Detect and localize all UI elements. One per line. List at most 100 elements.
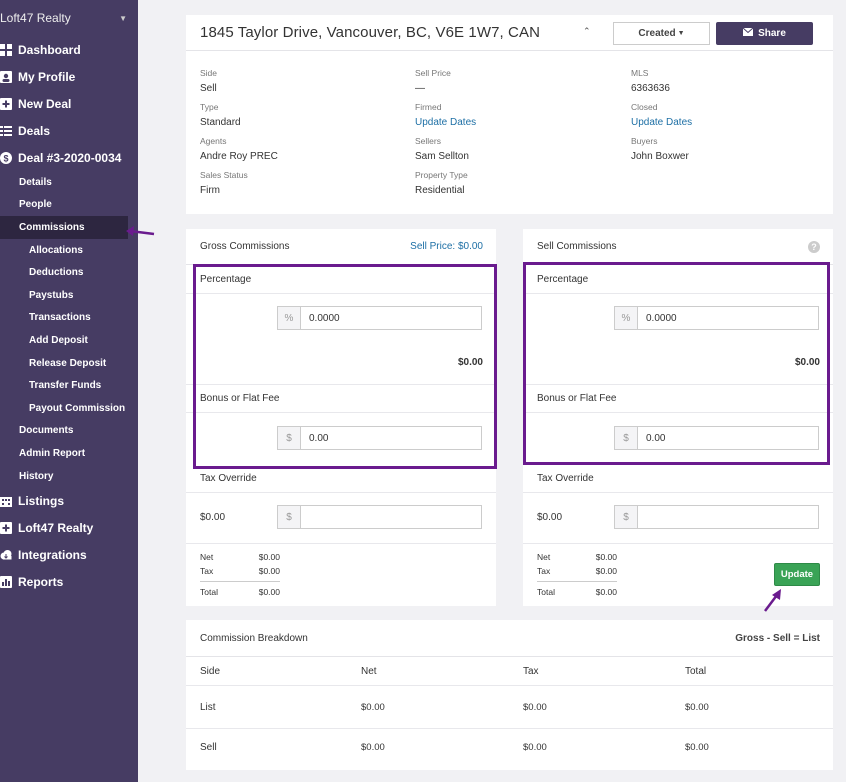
nav-transactions[interactable]: Transactions [29, 312, 91, 324]
sidebar: Loft47 Realty ▼ Dashboard My Profile New… [0, 0, 138, 782]
list-icon [0, 125, 12, 137]
gross-header: Gross Commissions Sell Price: $0.00 [186, 229, 496, 265]
total-label: Total [537, 587, 555, 597]
sell-tax-override-label: Tax Override [537, 473, 594, 484]
nav-payout-commission[interactable]: Payout Commission [29, 402, 126, 414]
percent-addon: % [278, 307, 301, 329]
row-side: List [200, 702, 216, 713]
nav-dashboard-label: Dashboard [18, 42, 81, 57]
deal-header: 1845 Taylor Drive, Vancouver, BC, V6E 1W… [186, 15, 833, 51]
nav-admin-report[interactable]: Admin Report [19, 447, 86, 459]
gross-title: Gross Commissions [200, 241, 290, 252]
created-dropdown[interactable]: Created ▼ [613, 22, 710, 45]
gross-tax-row: Tax $0.00 [200, 566, 280, 576]
nav-people[interactable]: People [19, 199, 52, 211]
firmed-update-dates-link[interactable]: Update Dates [415, 117, 477, 128]
col-total: Total [685, 666, 707, 677]
side-label: Side [200, 68, 218, 78]
sell-percentage-input[interactable]: % 0.0000 [614, 306, 819, 330]
nav-documents[interactable]: Documents [19, 425, 74, 437]
chevron-up-icon[interactable]: ⌃ [583, 26, 591, 36]
divider [523, 384, 833, 385]
dollar-addon: $ [615, 427, 638, 449]
gross-net-row: Net $0.00 [200, 552, 280, 562]
gross-percentage-value: 0.0000 [309, 312, 340, 324]
sellers-label: Sellers [415, 136, 441, 146]
net-value: $0.00 [258, 552, 280, 562]
gross-bonus-input[interactable]: $ 0.00 [277, 426, 482, 450]
created-label: Created [638, 28, 676, 39]
gross-tax-override-label: Tax Override [200, 473, 257, 484]
building-icon [0, 495, 12, 507]
nav-deals[interactable]: Deals [0, 117, 138, 144]
gross-percentage-input[interactable]: % 0.0000 [277, 306, 482, 330]
nav-new-deal[interactable]: New Deal [0, 90, 138, 117]
nav-my-profile-label: My Profile [18, 69, 76, 84]
property-type-value: Residential [415, 185, 465, 196]
breakdown-formula: Gross - Sell = List [735, 632, 820, 644]
net-label: Net [200, 552, 214, 562]
sell-price-value: — [415, 83, 425, 94]
nav-reports-label: Reports [18, 574, 64, 589]
buyers-label: Buyers [631, 136, 658, 146]
nav-current-deal-label: Deal #3-2020-0034 [18, 150, 122, 165]
update-button[interactable]: Update [774, 563, 820, 586]
nav-deductions[interactable]: Deductions [29, 267, 84, 279]
dollar-addon: $ [615, 506, 638, 528]
nav-allocations[interactable]: Allocations [29, 244, 83, 256]
nav-transfer-funds[interactable]: Transfer Funds [29, 380, 102, 392]
nav-current-deal[interactable]: $ Deal #3-2020-0034 [0, 144, 138, 171]
envelope-icon [742, 27, 754, 39]
divider [186, 384, 496, 385]
share-button[interactable]: Share [716, 22, 813, 45]
brand-name: Loft47 Realty [0, 11, 71, 25]
divider [186, 685, 833, 686]
nav-release-deposit[interactable]: Release Deposit [29, 357, 107, 369]
caret-down-icon: ▼ [119, 13, 127, 23]
nav-new-deal-label: New Deal [18, 96, 72, 111]
sell-percentage-amount: $0.00 [794, 357, 820, 368]
sell-tax-input[interactable]: $ [614, 505, 819, 529]
row-side: Sell [200, 742, 217, 753]
row-total: $0.00 [685, 742, 709, 753]
tax-label: Tax [200, 566, 214, 576]
gross-tax-input[interactable]: $ [277, 505, 482, 529]
net-label: Net [537, 552, 551, 562]
agents-label: Agents [200, 136, 227, 146]
sell-title: Sell Commissions [537, 241, 617, 252]
side-value: Sell [200, 83, 217, 94]
sell-tax-value [638, 506, 818, 528]
nav-brokerage[interactable]: Loft47 Realty [0, 514, 138, 541]
annotation-arrow-left [126, 226, 155, 236]
commission-breakdown-panel: Commission Breakdown Gross - Sell = List… [186, 620, 833, 770]
brand-switcher[interactable]: Loft47 Realty ▼ [0, 0, 138, 36]
divider [523, 412, 833, 413]
buyers-value: John Boxwer [631, 151, 689, 162]
sell-commissions-panel: Sell Commissions ? Percentage % 0.0000 $… [523, 229, 833, 606]
sell-price-label: Sell Price [415, 68, 451, 78]
row-total: $0.00 [685, 702, 709, 713]
tax-value: $0.00 [595, 566, 617, 576]
closed-update-dates-link[interactable]: Update Dates [631, 117, 693, 128]
col-tax: Tax [523, 666, 539, 677]
nav-details[interactable]: Details [19, 176, 52, 188]
cloud-icon [0, 549, 12, 561]
divider [186, 728, 833, 729]
breakdown-header: Commission Breakdown Gross - Sell = List [186, 620, 833, 657]
sell-header: Sell Commissions ? [523, 229, 833, 265]
gross-commissions-panel: Gross Commissions Sell Price: $0.00 Perc… [186, 229, 496, 606]
nav-integrations[interactable]: Integrations [0, 541, 138, 568]
sell-price-link[interactable]: Sell Price: $0.00 [410, 241, 483, 252]
nav-add-deposit[interactable]: Add Deposit [29, 334, 88, 346]
nav-reports[interactable]: Reports [0, 568, 138, 595]
nav-dashboard[interactable]: Dashboard [0, 36, 138, 63]
sell-net-row: Net $0.00 [537, 552, 617, 562]
gross-percentage-amount: $0.00 [457, 357, 483, 368]
nav-paystubs[interactable]: Paystubs [29, 289, 74, 301]
nav-commissions[interactable]: Commissions [0, 216, 128, 239]
nav-history[interactable]: History [19, 470, 54, 482]
sell-bonus-input[interactable]: $ 0.00 [614, 426, 819, 450]
nav-my-profile[interactable]: My Profile [0, 63, 138, 90]
nav-listings[interactable]: Listings [0, 487, 138, 514]
help-icon[interactable]: ? [808, 240, 820, 253]
